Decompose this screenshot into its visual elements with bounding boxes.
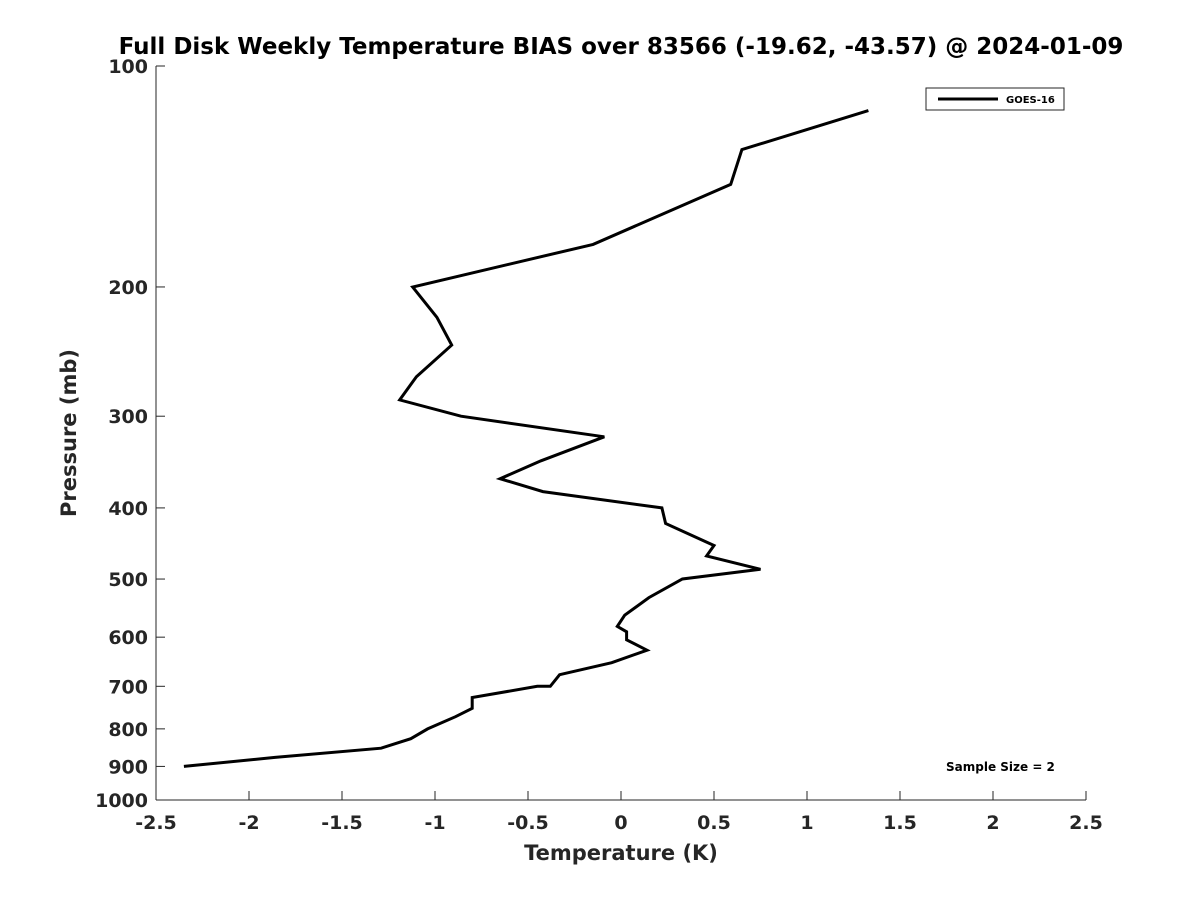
x-ticks: -2.5 -2 -1.5 -1 -0.5 0 0.5 1 1.5 2 2.5 — [135, 791, 1103, 834]
y-tick-label: 1000 — [95, 790, 148, 812]
x-tick-label: -2 — [238, 812, 259, 834]
y-tick-label: 600 — [108, 627, 148, 649]
y-tick-label: 900 — [108, 756, 148, 778]
x-tick-label: 2.5 — [1069, 812, 1103, 834]
x-tick-label: 0 — [614, 812, 627, 834]
x-tick-label: -2.5 — [135, 812, 177, 834]
chart-title: Full Disk Weekly Temperature BIAS over 8… — [119, 34, 1124, 60]
y-tick-label: 300 — [108, 406, 148, 428]
y-tick-label: 400 — [108, 498, 148, 520]
x-tick-label: -1 — [424, 812, 445, 834]
x-tick-label: 1.5 — [883, 812, 917, 834]
legend-label-goes-16: GOES-16 — [1006, 95, 1055, 106]
x-axis-label: Temperature (K) — [524, 841, 718, 865]
x-tick-label: 0.5 — [697, 812, 731, 834]
y-ticks: 100 200 300 400 500 600 700 800 900 1000 — [95, 56, 165, 812]
series-layer — [183, 109, 869, 768]
y-tick-label: 800 — [108, 719, 148, 741]
x-tick-label: 1 — [800, 812, 813, 834]
y-tick-label: 200 — [108, 277, 148, 299]
x-tick-label: -0.5 — [507, 812, 549, 834]
y-axis-label: Pressure (mb) — [57, 349, 81, 517]
x-tick-label: -1.5 — [321, 812, 363, 834]
legend: GOES-16 — [925, 87, 1065, 111]
sample-size-annotation: Sample Size = 2 — [946, 760, 1055, 774]
y-tick-label: 100 — [108, 56, 148, 78]
y-tick-label: 500 — [108, 569, 148, 591]
x-tick-label: 2 — [986, 812, 999, 834]
y-tick-label: 700 — [108, 676, 148, 698]
series-line-goes-16 — [183, 109, 869, 768]
axes: -2.5 -2 -1.5 -1 -0.5 0 0.5 1 1.5 2 2.5 100 200 300 40… — [95, 56, 1103, 834]
